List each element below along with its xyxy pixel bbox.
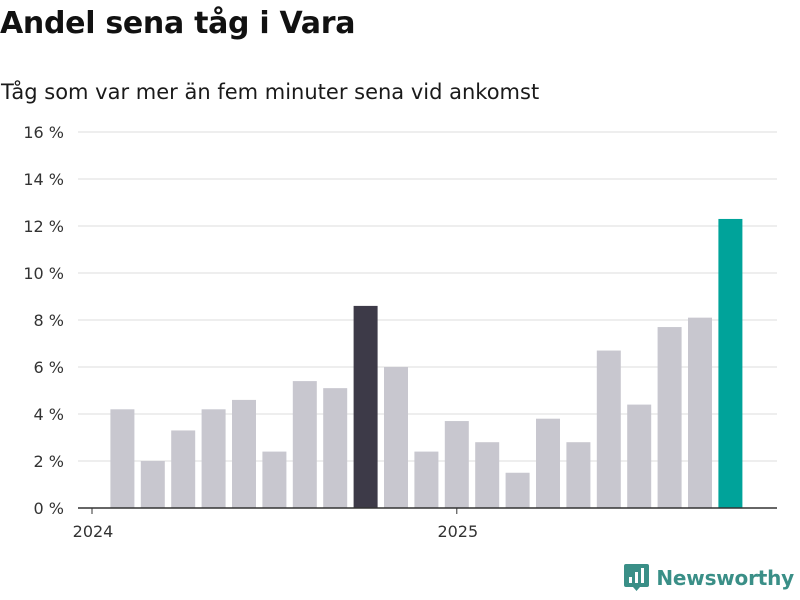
- chart-subtitle: Tåg som var mer än fem minuter sena vid …: [1, 80, 540, 104]
- bar-2024-06: [232, 399, 256, 508]
- bar-2025-02: [475, 442, 500, 508]
- y-tick-label: 12 %: [23, 217, 64, 236]
- y-tick-label: 2 %: [34, 452, 64, 471]
- logo-text: Newsworthy: [656, 565, 794, 590]
- bar-2025-04: [536, 418, 560, 508]
- bar-2025-10: [718, 218, 743, 508]
- y-tick-label: 8 %: [34, 311, 64, 330]
- axes: 0 % 2 % 4 % 6 % 8 % 10 % 12 % 14 % 16 % 2024 2025: [23, 123, 777, 541]
- bar-2024-11: [384, 367, 408, 508]
- bar-2024-07: [262, 451, 287, 508]
- bar-2025-05: [566, 442, 591, 508]
- bar-2025-01: [444, 421, 469, 508]
- bar-2025-06: [596, 350, 621, 508]
- bar-2024-03: [140, 461, 165, 508]
- y-tick-label: 14 %: [23, 170, 64, 189]
- bars: [110, 218, 743, 508]
- x-tick-label: 2025: [437, 522, 478, 541]
- bar-2024-08: [292, 381, 317, 508]
- y-tick-label: 6 %: [34, 358, 64, 377]
- y-tick-label: 10 %: [23, 264, 64, 283]
- x-tick-label: 2024: [73, 522, 114, 541]
- y-tick-label: 16 %: [23, 123, 64, 142]
- bar-2024-09: [323, 388, 348, 508]
- bar-2025-03: [505, 472, 530, 508]
- bar-2025-07: [627, 404, 652, 508]
- bar-2024-10: [353, 305, 378, 508]
- y-tick-label: 4 %: [34, 405, 64, 424]
- chart-title: Andel sena tåg i Vara: [0, 6, 356, 41]
- gridlines: [78, 131, 777, 462]
- bar-2024-12: [414, 451, 439, 508]
- bar-2025-09: [688, 317, 712, 508]
- bar-2024-05: [201, 409, 226, 508]
- newsworthy-logo-icon: [624, 564, 650, 591]
- bar-2025-08: [657, 327, 682, 508]
- newsworthy-logo: Newsworthy: [624, 564, 794, 591]
- y-tick-label: 0 %: [34, 499, 64, 518]
- bar-2024-04: [171, 430, 196, 508]
- bar-2024-02: [110, 409, 135, 508]
